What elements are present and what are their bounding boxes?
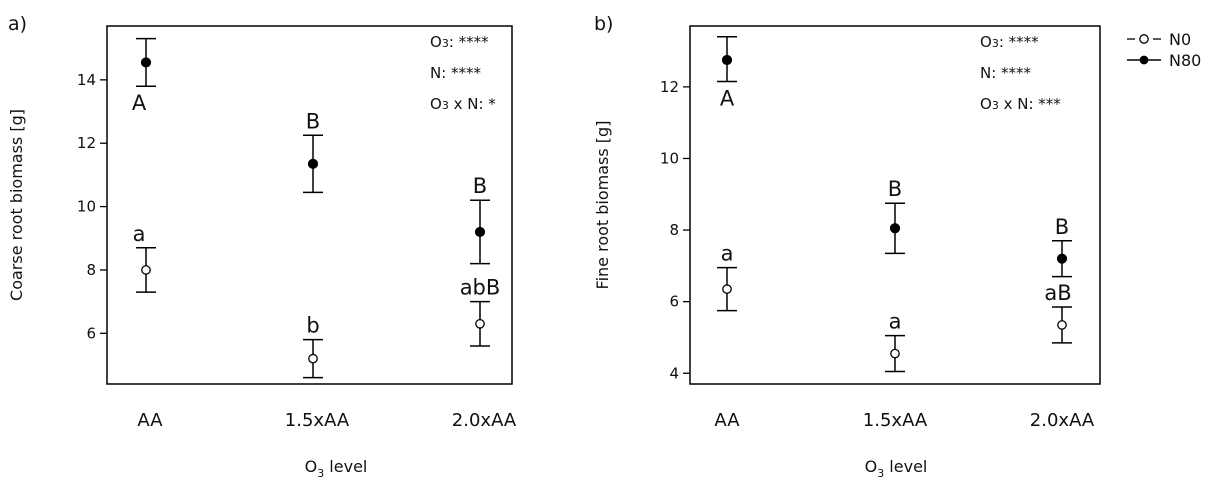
x-axis-label: O3 level: [865, 457, 928, 480]
data-point-n0: [890, 348, 900, 359]
stat-annotation: N: ****: [980, 64, 1032, 82]
stat-annotation: O3: ****: [430, 33, 489, 51]
x-category-label: 2.0xAA: [452, 410, 517, 431]
x-category-label: 2.0xAA: [1030, 410, 1095, 431]
significance-letter: A: [132, 91, 147, 115]
y-tick-label: 10: [660, 149, 679, 167]
stat-annotation: O3 x N: *: [430, 95, 496, 113]
significance-letter: b: [306, 314, 319, 338]
significance-letter: a: [721, 242, 734, 266]
legend-marker-n0: [1139, 34, 1149, 44]
legend-label: N0: [1169, 30, 1191, 49]
data-point-n80: [474, 226, 486, 238]
data-point-n80: [721, 54, 733, 66]
significance-letter: a: [133, 222, 146, 246]
significance-letter: B: [1055, 215, 1069, 239]
data-point-n80: [1056, 253, 1068, 264]
y-axis-label: Coarse root biomass [g]: [7, 109, 26, 301]
panel-label: a): [8, 13, 27, 35]
y-tick-label: 14: [77, 71, 96, 89]
stat-annotation: N: ****: [430, 64, 482, 82]
x-category-label: AA: [714, 410, 740, 431]
data-point-n80: [889, 223, 901, 234]
data-point-n0: [722, 284, 732, 294]
y-tick-label: 8: [669, 221, 679, 239]
legend-marker-n80: [1139, 55, 1149, 65]
y-tick-label: 12: [660, 78, 679, 96]
data-point-n0: [308, 353, 318, 364]
data-point-n0: [141, 265, 151, 275]
data-point-n80: [140, 57, 152, 68]
x-category-label: 1.5xAA: [285, 410, 350, 431]
significance-letter: a: [889, 310, 902, 334]
plot-frame: [106, 25, 513, 385]
data-point-n80: [307, 158, 319, 169]
x-axis-label: O3 level: [305, 457, 368, 480]
panel-b: b) 4 6 8 10 12 AA 1.5xAA 2.0xAA O3 level Fine root…: [593, 13, 1101, 480]
x-category-label: 1.5xAA: [863, 410, 928, 431]
data-point-n0: [1057, 320, 1067, 330]
y-axis-label: Fine root biomass [g]: [593, 121, 612, 290]
data-point-n0: [475, 318, 485, 329]
y-tick-label: 4: [669, 364, 679, 382]
significance-letter: abB: [460, 276, 501, 300]
significance-letter: aB: [1044, 281, 1071, 305]
significance-letter: B: [473, 174, 487, 198]
significance-letter: A: [720, 86, 735, 110]
panel-a: a) 6 8 10 12 14 AA 1.5xAA 2.0xAA O3 level Coarse r…: [7, 13, 517, 480]
stat-annotation: O3 x N: ***: [980, 95, 1061, 113]
y-tick-label: 8: [86, 261, 96, 279]
y-tick-label: 6: [669, 293, 679, 311]
y-tick-label: 10: [77, 198, 96, 216]
significance-letter: B: [306, 109, 320, 133]
legend-label: N80: [1169, 51, 1201, 70]
x-category-label: AA: [137, 410, 163, 431]
significance-letter: B: [888, 177, 902, 201]
panel-label: b): [594, 13, 613, 35]
stat-annotation: O3: ****: [980, 33, 1039, 51]
y-tick-label: 6: [86, 324, 96, 342]
plot-frame: [689, 25, 1101, 385]
y-tick-label: 12: [77, 134, 96, 152]
